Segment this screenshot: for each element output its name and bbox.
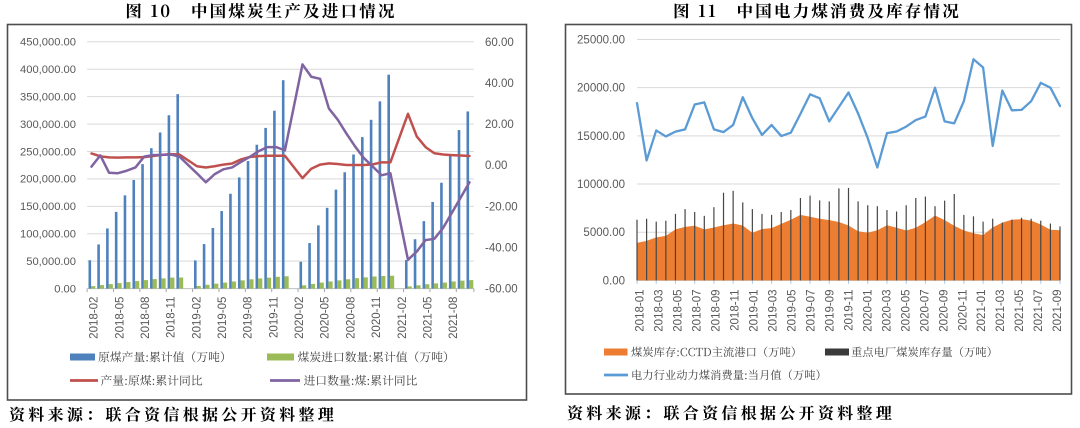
svg-text:2019-03: 2019-03 [768,290,780,332]
svg-text:2020-03: 2020-03 [881,290,893,332]
svg-text:60.00: 60.00 [485,37,514,49]
svg-text:100,000.00: 100,000.00 [20,229,76,241]
svg-text:2018-07: 2018-07 [692,290,704,332]
svg-text:2018-03: 2018-03 [654,290,666,332]
svg-text:2021-08: 2021-08 [448,297,460,339]
svg-text:2021-02: 2021-02 [397,297,409,339]
svg-text:2019-01: 2019-01 [749,290,761,332]
svg-text:2021-03: 2021-03 [995,289,1007,331]
svg-text:10000.00: 10000.00 [577,179,625,191]
svg-text:-40.00: -40.00 [485,243,518,255]
svg-text:2020-05: 2020-05 [900,290,912,332]
svg-text:2018-11: 2018-11 [166,297,178,338]
svg-text:250,000.00: 250,000.00 [20,146,76,158]
svg-text:2020-11: 2020-11 [957,290,969,331]
svg-text:-60.00: -60.00 [485,284,518,296]
svg-text:2020-01: 2020-01 [862,290,874,332]
svg-text:5000.00: 5000.00 [583,227,625,239]
svg-text:450,000.00: 450,000.00 [20,37,76,49]
svg-text:2018-11: 2018-11 [730,290,742,331]
svg-text:2019-11: 2019-11 [843,290,855,331]
svg-text:2021-09: 2021-09 [1052,290,1064,332]
svg-text:2018-02: 2018-02 [89,297,101,339]
svg-text:300,000.00: 300,000.00 [20,119,76,131]
svg-text:350,000.00: 350,000.00 [20,91,76,103]
svg-text:2019-09: 2019-09 [824,290,836,332]
svg-text:2018-05: 2018-05 [114,297,126,339]
svg-text:0.00: 0.00 [54,283,76,295]
svg-text:2019-07: 2019-07 [805,290,817,332]
svg-text:40.00: 40.00 [485,78,514,90]
svg-text:25000.00: 25000.00 [577,35,625,47]
svg-text:15000.00: 15000.00 [577,131,625,143]
svg-text:2021-05: 2021-05 [1014,289,1026,331]
svg-text:2018-01: 2018-01 [635,290,647,332]
svg-text:2019-11: 2019-11 [268,297,280,338]
svg-text:400,000.00: 400,000.00 [20,64,76,76]
svg-text:2021-07: 2021-07 [1033,290,1045,332]
svg-text:20000.00: 20000.00 [577,83,625,95]
svg-text:-20.00: -20.00 [485,201,518,213]
svg-text:2020-07: 2020-07 [919,290,931,332]
svg-text:2020-02: 2020-02 [294,297,306,339]
svg-text:2020-11: 2020-11 [371,297,383,338]
svg-text:2018-08: 2018-08 [140,297,152,339]
svg-text:2021-01: 2021-01 [976,289,988,331]
svg-text:2019-05: 2019-05 [217,297,229,339]
svg-text:150,000.00: 150,000.00 [20,201,76,213]
svg-text:20.00: 20.00 [485,119,514,131]
svg-text:2021-05: 2021-05 [422,297,434,339]
svg-text:2019-02: 2019-02 [191,297,203,339]
svg-text:2018-09: 2018-09 [711,290,723,332]
svg-text:2019-08: 2019-08 [243,297,255,339]
svg-text:2020-08: 2020-08 [345,297,357,339]
svg-text:2018-05: 2018-05 [673,290,685,332]
svg-text:50,000.00: 50,000.00 [26,256,76,268]
svg-text:0.00: 0.00 [603,275,625,287]
svg-text:200,000.00: 200,000.00 [20,174,76,186]
svg-text:2020-09: 2020-09 [938,290,950,332]
svg-text:0.00: 0.00 [485,160,507,172]
svg-text:2020-05: 2020-05 [320,297,332,339]
svg-text:2019-05: 2019-05 [786,290,798,332]
